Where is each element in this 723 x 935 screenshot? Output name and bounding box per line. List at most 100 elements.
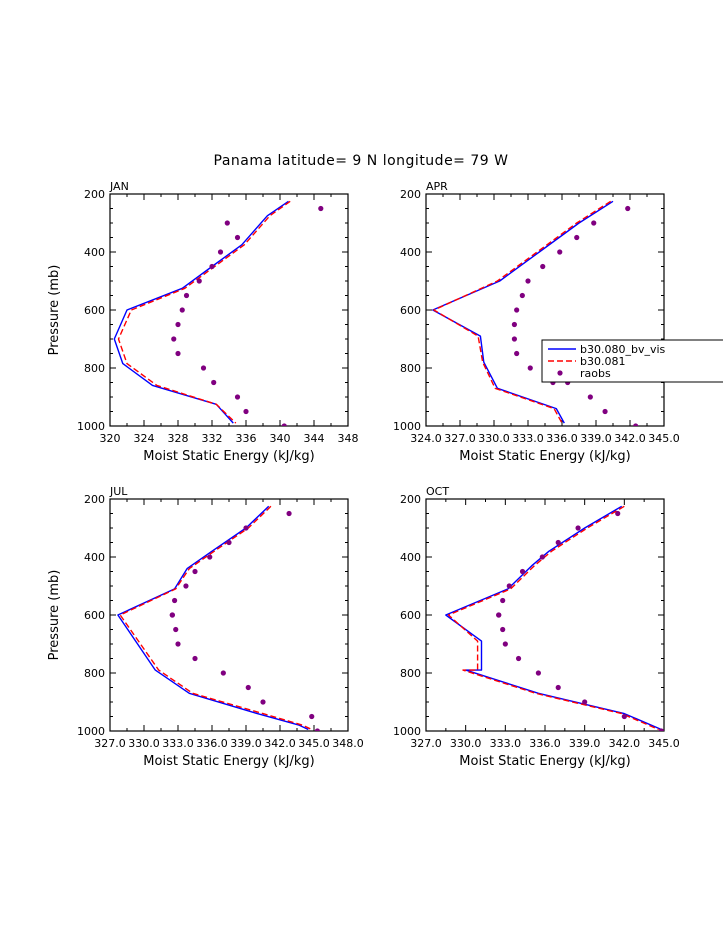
raobs-point <box>591 220 597 226</box>
x-tick-label: 330.0 <box>450 737 482 750</box>
raobs-point <box>169 612 175 618</box>
raobs-point <box>525 278 531 284</box>
raobs-point <box>179 307 185 313</box>
raobs-point <box>582 699 588 705</box>
raobs-point <box>314 728 320 731</box>
raobs-point <box>557 249 563 255</box>
raobs-point <box>658 728 664 731</box>
raobs-point <box>500 597 506 604</box>
x-tick-label: 320 <box>100 432 121 445</box>
y-tick-label: 800 <box>400 667 421 680</box>
raobs-point <box>172 597 178 604</box>
chart-panels: JAN 320 324 328 332 336 340 344 348 200 400 600 800 1… <box>47 180 680 769</box>
series-line-b30-080 <box>445 505 662 731</box>
y-axis-title: Pressure (mb) <box>47 265 62 356</box>
raobs-point <box>245 684 251 691</box>
plot-frame <box>425 193 665 427</box>
panel-label: APR <box>426 180 448 193</box>
raobs-point <box>286 510 292 517</box>
x-axis-title: Moist Static Energy (kJ/kg) <box>143 449 314 464</box>
raobs-point <box>220 670 226 676</box>
series-line-b30-081 <box>119 505 313 731</box>
raobs-point <box>192 568 198 575</box>
raobs-point <box>519 568 526 575</box>
x-tick-label: 333.0 <box>162 737 194 750</box>
figure-title: Panama latitude= 9 N longitude= 79 W <box>214 153 509 169</box>
panel-label: JAN <box>109 180 129 193</box>
chart-panel-jul: JUL 327.0 330.0 333.0 336.0 339.0 342.0 345.0 34… <box>47 485 364 769</box>
y-tick-label: 800 <box>84 362 105 375</box>
y-tick-label: 800 <box>84 667 105 680</box>
raobs-point <box>621 713 627 720</box>
raobs-point <box>555 539 561 546</box>
x-tick-label: 333.0 <box>490 737 522 750</box>
legend-label: b30.081 <box>580 355 625 368</box>
x-tick-label: 333.0 <box>512 432 544 445</box>
x-tick-label: 342.0 <box>264 737 296 750</box>
raobs-point <box>192 655 198 662</box>
raobs-point <box>234 394 241 400</box>
y-axis-title: Pressure (mb) <box>47 570 62 661</box>
x-tick-label: 339.0 <box>580 432 612 445</box>
raobs-point <box>527 365 533 371</box>
raobs-point <box>633 423 639 426</box>
raobs-point <box>175 321 181 328</box>
x-axis-title: Moist Static Energy (kJ/kg) <box>143 754 314 769</box>
y-tick-label: 400 <box>400 246 421 259</box>
raobs-point <box>511 321 517 328</box>
x-tick-label: 330.0 <box>128 737 160 750</box>
x-tick-label: 330.0 <box>478 432 510 445</box>
chart-panel-jan: JAN 320 324 328 332 336 340 344 348 200 400 600 800 1… <box>47 180 359 464</box>
raobs-point <box>211 379 217 386</box>
series-line-b30-081 <box>447 505 659 731</box>
x-tick-label: 336.0 <box>529 737 561 750</box>
legend-label: raobs <box>580 367 611 380</box>
raobs-point <box>243 408 249 415</box>
raobs-point <box>260 699 266 705</box>
y-tick-label: 1000 <box>393 725 421 738</box>
x-tick-label: 327.0 <box>410 737 442 750</box>
raobs-point <box>511 336 517 342</box>
y-tick-label: 600 <box>84 609 105 622</box>
series-line-b30-081 <box>433 200 612 424</box>
x-tick-label: 340 <box>270 432 291 445</box>
y-tick-label: 200 <box>400 188 421 201</box>
x-tick-label: 344 <box>304 432 325 445</box>
raobs-point <box>281 423 287 426</box>
raobs-point <box>309 713 315 720</box>
legend-box <box>541 339 723 383</box>
raobs-point <box>575 525 581 531</box>
raobs-point <box>519 292 525 299</box>
raobs-point <box>183 292 190 299</box>
raobs-point <box>200 365 207 371</box>
y-tick-label: 600 <box>400 304 421 317</box>
plot-data <box>445 505 664 731</box>
raobs-point <box>318 205 324 212</box>
x-tick-label: 328 <box>168 432 189 445</box>
raobs-point <box>175 350 181 357</box>
x-tick-label: 324.0 <box>410 432 442 445</box>
plot-frame <box>109 498 349 732</box>
raobs-point <box>574 234 580 241</box>
x-tick-label: 342.0 <box>609 737 641 750</box>
x-tick-label: 327.0 <box>444 432 476 445</box>
raobs-point <box>226 539 232 546</box>
raobs-point <box>500 626 506 633</box>
y-tick-label: 1000 <box>77 725 105 738</box>
raobs-point <box>196 278 202 284</box>
panel-label: JUL <box>109 485 128 498</box>
x-tick-label: 348.0 <box>332 737 364 750</box>
series-line-b30-080 <box>113 200 289 424</box>
raobs-point <box>625 205 631 212</box>
raobs-point <box>171 336 177 342</box>
y-tick-label: 400 <box>84 246 105 259</box>
legend-marker-dot <box>557 370 563 376</box>
x-tick-label: 339.0 <box>569 737 601 750</box>
y-tick-label: 1000 <box>393 420 421 433</box>
raobs-point <box>615 510 621 517</box>
y-tick-label: 200 <box>84 188 105 201</box>
raobs-point <box>224 220 230 226</box>
x-tick-label: 332 <box>202 432 223 445</box>
y-tick-label: 400 <box>84 551 105 564</box>
